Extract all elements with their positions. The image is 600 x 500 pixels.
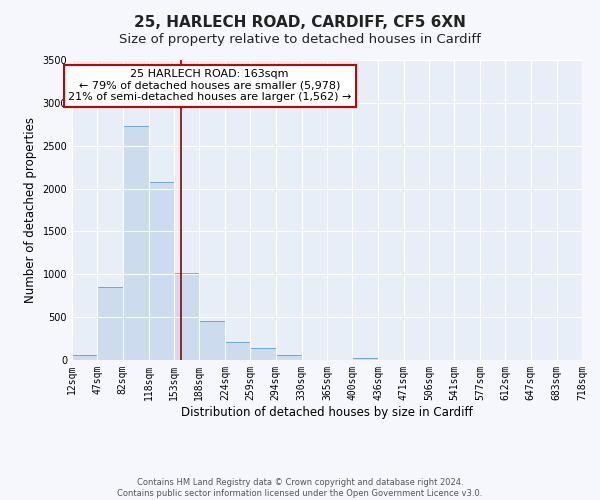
Bar [149, 182, 174, 360]
Text: 25 HARLECH ROAD: 163sqm
← 79% of detached houses are smaller (5,978)
21% of semi: 25 HARLECH ROAD: 163sqm ← 79% of detache… [68, 69, 352, 102]
Y-axis label: Number of detached properties: Number of detached properties [24, 117, 37, 303]
X-axis label: Distribution of detached houses by size in Cardiff: Distribution of detached houses by size … [181, 406, 473, 418]
Text: Size of property relative to detached houses in Cardiff: Size of property relative to detached ho… [119, 32, 481, 46]
Text: Contains HM Land Registry data © Crown copyright and database right 2024.
Contai: Contains HM Land Registry data © Crown c… [118, 478, 482, 498]
Bar [199, 321, 225, 360]
Bar [225, 342, 250, 360]
Bar [276, 356, 302, 360]
Bar [122, 126, 149, 360]
Text: 25, HARLECH ROAD, CARDIFF, CF5 6XN: 25, HARLECH ROAD, CARDIFF, CF5 6XN [134, 15, 466, 30]
Bar [174, 274, 199, 360]
Bar [97, 287, 122, 360]
Bar [250, 348, 276, 360]
Bar [72, 355, 97, 360]
Bar [352, 358, 378, 360]
